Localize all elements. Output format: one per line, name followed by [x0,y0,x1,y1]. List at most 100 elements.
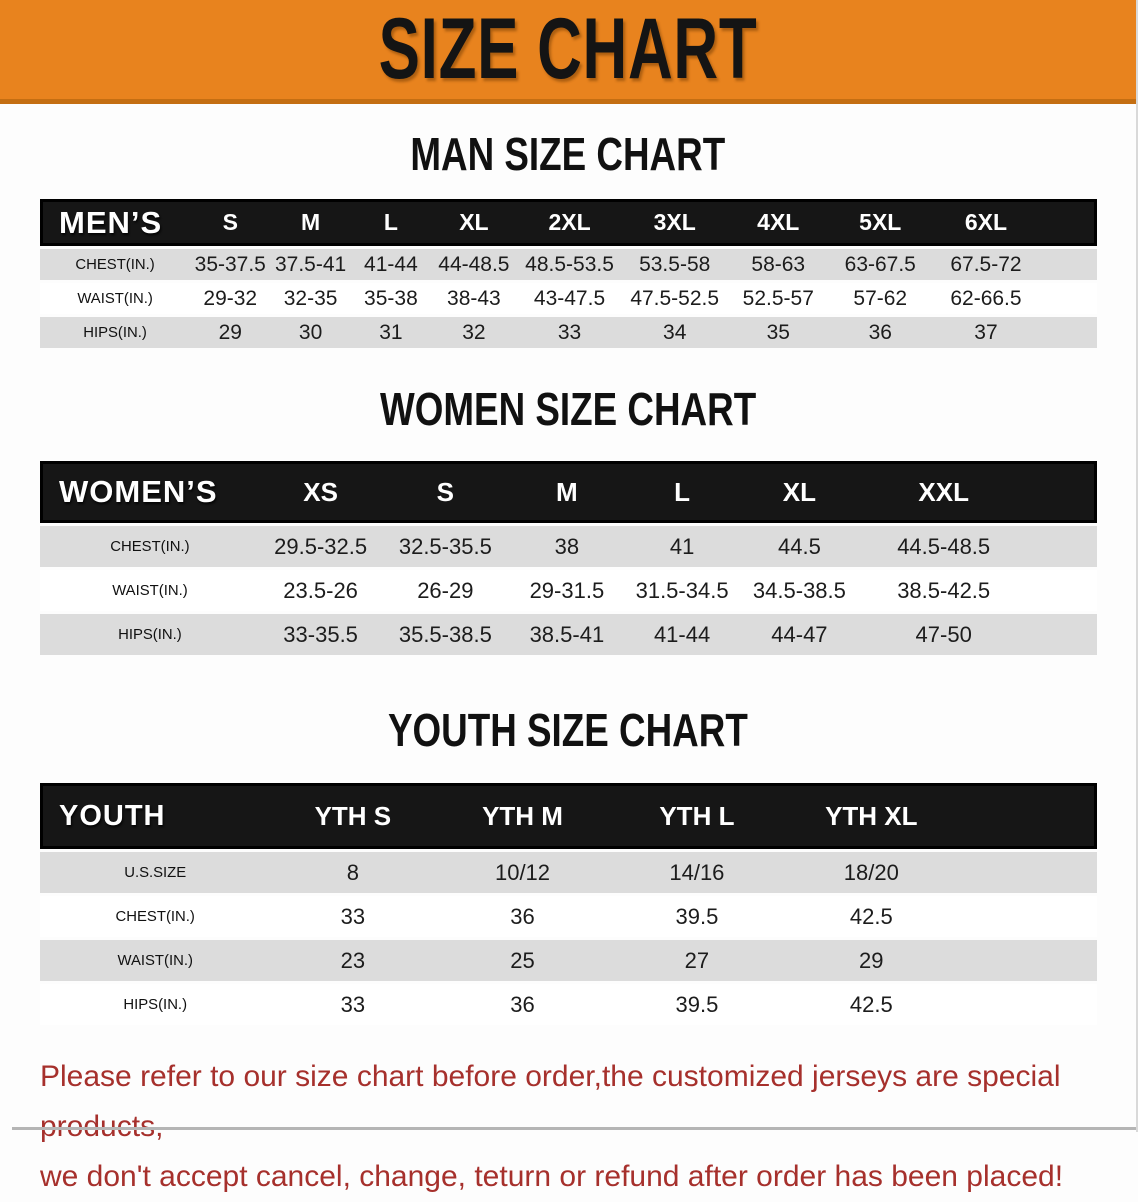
cell-value: 35.5-38.5 [381,614,510,655]
youth-size-table: YOUTH YTH S YTH M YTH L YTH XL U.S.SIZE 8 10/12… [40,780,1097,1028]
cell-value: 27 [609,940,785,981]
cell-value: 33-35.5 [259,614,382,655]
size-column-header: 2XL [516,199,623,246]
size-column-header: XL [431,199,517,246]
cell-value: 33 [270,984,436,1025]
header-spacer [958,783,1097,849]
row-spacer [1040,317,1097,348]
cell-value: 38-43 [431,283,517,314]
cell-value: 67.5-72 [931,249,1041,280]
size-column-header: XXL [859,461,1029,523]
row-label: CHEST(IN.) [40,249,191,280]
cell-value: 34 [622,317,728,348]
cell-value: 32-35 [270,283,351,314]
cell-value: 29-32 [190,283,271,314]
table-row: HIPS(IN.) 33 36 39.5 42.5 [40,984,1097,1025]
cell-value: 26-29 [381,570,510,611]
size-column-header: YTH M [435,783,610,849]
section-title-men: MAN SIZE CHART [410,128,726,180]
cell-value: 31.5-34.5 [624,570,740,611]
cell-value: 29 [190,317,271,348]
cell-value: 47.5-52.5 [622,283,728,314]
row-label: CHEST(IN.) [40,896,271,937]
footer-line-1: Please refer to our size chart before or… [40,1060,1061,1143]
cell-value: 35 [727,317,830,348]
cell-value: 42.5 [784,896,959,937]
size-column-header: L [350,199,432,246]
table-row: WAIST(IN.) 23 25 27 29 [40,940,1097,981]
cell-value: 35-37.5 [190,249,271,280]
cell-value: 43-47.5 [516,283,623,314]
row-label: CHEST(IN.) [40,526,260,567]
size-column-header: 5XL [829,199,931,246]
size-column-header: XL [739,461,860,523]
cell-value: 32 [431,317,517,348]
cell-value: 37.5-41 [270,249,351,280]
table-row: CHEST(IN.) 33 36 39.5 42.5 [40,896,1097,937]
cell-value: 58-63 [727,249,830,280]
row-label: WAIST(IN.) [40,570,260,611]
cell-value: 44-47 [739,614,860,655]
cell-value: 41-44 [350,249,432,280]
size-column-header: YTH L [609,783,785,849]
row-spacer [1028,570,1097,611]
row-label: WAIST(IN.) [40,283,191,314]
row-label: HIPS(IN.) [40,317,191,348]
table-row: HIPS(IN.) 33-35.5 35.5-38.5 38.5-41 41-44 44-… [40,614,1097,655]
cell-value: 36 [435,984,610,1025]
cell-value: 38.5-42.5 [859,570,1029,611]
table-row: CHEST(IN.) 29.5-32.5 32.5-35.5 38 41 44.5 44.5… [40,526,1097,567]
men-size-table: MEN’S S M L XL 2XL 3XL 4XL 5XL 6XL CHEST(IN.) 35-37… [40,196,1097,351]
cell-value: 8 [270,852,436,893]
footer-line-2: we don't accept cancel, change, teturn o… [40,1160,1064,1193]
row-label: HIPS(IN.) [40,984,271,1025]
cell-value: 30 [270,317,351,348]
cell-value: 44.5 [739,526,860,567]
section-title-youth: YOUTH SIZE CHART [388,704,748,756]
row-spacer [1028,526,1097,567]
banner-title: SIZE CHART [0,0,1136,99]
table-row: U.S.SIZE 8 10/12 14/16 18/20 [40,852,1097,893]
row-spacer [1028,614,1097,655]
header-spacer [1040,199,1097,246]
size-column-header: YTH S [270,783,436,849]
cell-value: 44.5-48.5 [859,526,1029,567]
cell-value: 35-38 [350,283,432,314]
row-label: WAIST(IN.) [40,940,271,981]
cell-value: 23 [270,940,436,981]
row-label: HIPS(IN.) [40,614,260,655]
header-spacer [1028,461,1097,523]
cell-value: 10/12 [435,852,610,893]
row-spacer [1040,249,1097,280]
size-column-header: L [624,461,740,523]
cell-value: 53.5-58 [622,249,728,280]
size-column-header: YTH XL [784,783,959,849]
table-row: WAIST(IN.) 23.5-26 26-29 29-31.5 31.5-34.5 34… [40,570,1097,611]
table-row: WAIST(IN.) 29-32 32-35 35-38 38-43 43-47.5 47.… [40,283,1097,314]
row-label: U.S.SIZE [40,852,271,893]
banner-title-text: SIZE CHART [378,1,758,97]
row-spacer [958,896,1097,937]
cell-value: 33 [516,317,623,348]
cell-value: 14/16 [609,852,785,893]
cell-value: 57-62 [829,283,931,314]
cell-value: 29 [784,940,959,981]
cell-value: 39.5 [609,896,785,937]
size-column-header: S [190,199,271,246]
table-corner-label: YOUTH [40,783,271,849]
table-header-row: MEN’S S M L XL 2XL 3XL 4XL 5XL 6XL [40,199,1097,246]
row-spacer [1040,283,1097,314]
table-corner-label: MEN’S [40,199,191,246]
cell-value: 44-48.5 [431,249,517,280]
cell-value: 63-67.5 [829,249,931,280]
row-spacer [958,940,1097,981]
cell-value: 29.5-32.5 [259,526,382,567]
cell-value: 18/20 [784,852,959,893]
size-column-header: 6XL [931,199,1041,246]
row-spacer [958,852,1097,893]
size-column-header: 3XL [622,199,728,246]
cell-value: 33 [270,896,436,937]
row-spacer [958,984,1097,1025]
cell-value: 52.5-57 [727,283,830,314]
